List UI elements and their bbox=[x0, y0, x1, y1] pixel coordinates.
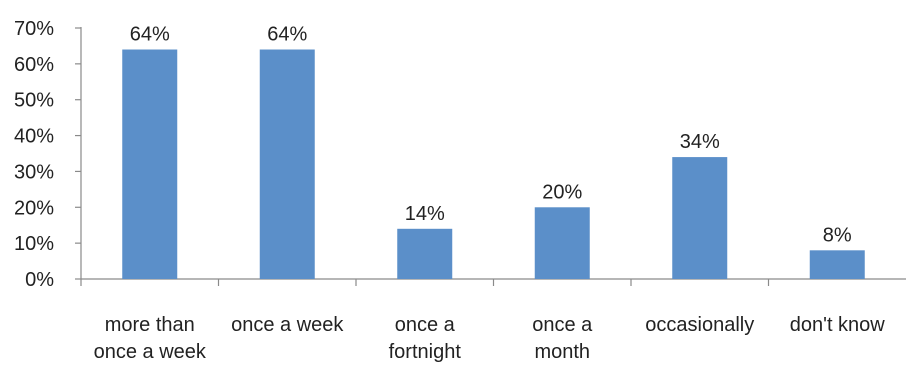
bar bbox=[397, 228, 453, 279]
y-axis: 0% 10% 20% 30% 40% 50% 60% 70% bbox=[14, 18, 82, 291]
data-label: 8% bbox=[823, 224, 852, 246]
data-label: 64% bbox=[130, 24, 170, 46]
category-label: once a month bbox=[532, 314, 593, 363]
y-tick-label: 10% bbox=[14, 233, 54, 255]
category-label: more than once a week bbox=[94, 314, 207, 363]
category-label-line: don't know bbox=[790, 314, 886, 336]
data-label: 14% bbox=[405, 203, 445, 225]
data-label: 64% bbox=[267, 24, 307, 46]
category-label-line: once a bbox=[395, 314, 456, 336]
category-label-line: once a week bbox=[94, 341, 207, 363]
category-label: occasionally bbox=[645, 314, 754, 336]
category-label-line: occasionally bbox=[645, 314, 754, 336]
category-label-line: more than bbox=[105, 314, 195, 336]
y-tick-label: 40% bbox=[14, 126, 54, 148]
y-tick-label: 60% bbox=[14, 54, 54, 76]
bar bbox=[259, 49, 315, 280]
bar bbox=[122, 49, 178, 280]
y-tick-label: 70% bbox=[14, 18, 54, 40]
category-label-line: fortnight bbox=[389, 341, 462, 363]
bar bbox=[809, 250, 865, 279]
category-label: once a week bbox=[231, 314, 344, 336]
category-label: once a fortnight bbox=[389, 314, 462, 363]
bar bbox=[672, 157, 728, 279]
category-label-line: once a bbox=[532, 314, 593, 336]
bar bbox=[534, 207, 590, 279]
data-labels: 64% 64% 14% 20% 34% 8% bbox=[130, 24, 852, 247]
y-tick-label: 0% bbox=[25, 269, 54, 291]
category-label-line: month bbox=[534, 341, 590, 363]
data-label: 34% bbox=[680, 131, 720, 153]
category-labels: more than once a week once a week once a for… bbox=[94, 314, 886, 363]
bars bbox=[122, 49, 865, 280]
x-axis bbox=[80, 278, 906, 286]
data-label: 20% bbox=[542, 181, 582, 203]
y-tick-label: 50% bbox=[14, 90, 54, 112]
y-tick-label: 30% bbox=[14, 161, 54, 183]
category-label: don't know bbox=[790, 314, 886, 336]
y-tick-label: 20% bbox=[14, 197, 54, 219]
category-label-line: once a week bbox=[231, 314, 344, 336]
